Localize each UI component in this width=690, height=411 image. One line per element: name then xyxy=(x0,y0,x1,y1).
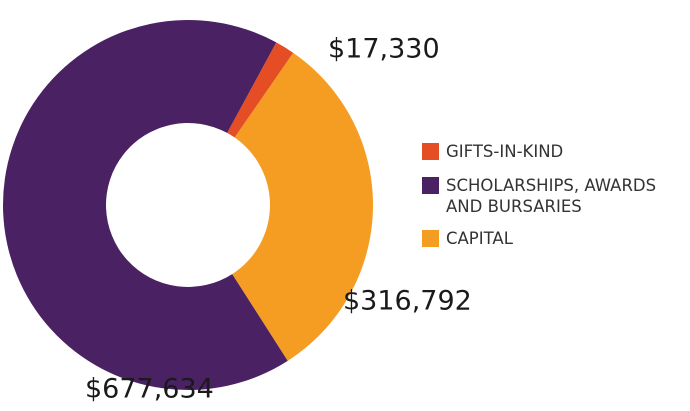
value-label: $17,330 xyxy=(328,34,440,65)
legend-label: SCHOLARSHIPS, AWARDS AND BURSARIES xyxy=(446,176,657,216)
legend-swatch xyxy=(422,177,439,194)
legend-swatch xyxy=(422,230,439,247)
legend-label: CAPITAL xyxy=(446,229,513,248)
legend-item: GIFTS-IN-KIND xyxy=(422,141,690,162)
value-label: $316,792 xyxy=(343,286,472,317)
legend-label: GIFTS-IN-KIND xyxy=(446,142,564,161)
donut-slice xyxy=(227,42,294,138)
legend-item: CAPITAL xyxy=(422,228,690,249)
donut-slice xyxy=(3,19,288,390)
value-label: $677,634 xyxy=(85,374,214,405)
donut-slice xyxy=(232,52,373,361)
legend-swatch xyxy=(422,143,439,160)
legend-item: SCHOLARSHIPS, AWARDS AND BURSARIES xyxy=(422,175,690,217)
